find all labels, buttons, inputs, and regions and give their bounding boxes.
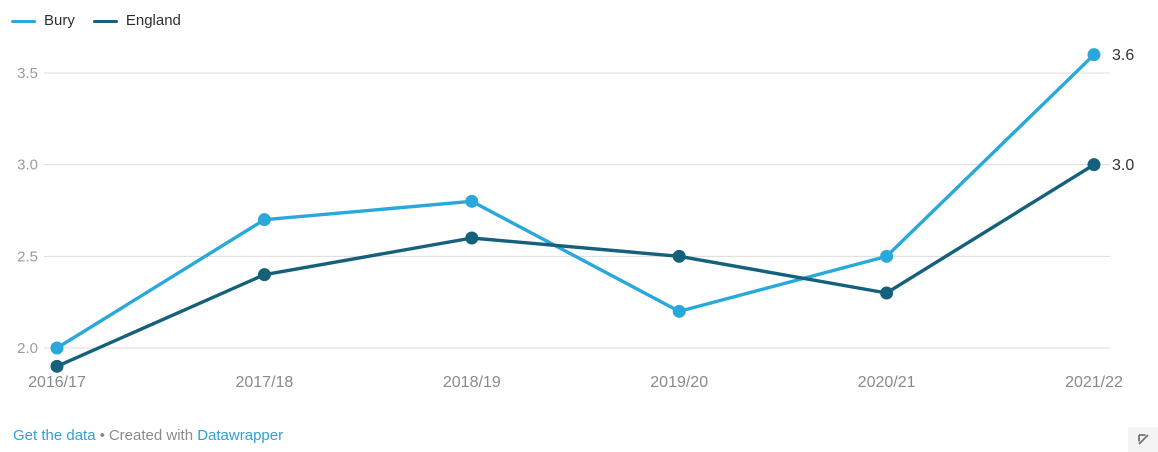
line-chart: 2.0 2.5 3.0 3.5 2016/17 2017/18 2018/19 2019/20… xyxy=(17,47,1134,391)
x-axis-tick-label: 2017/18 xyxy=(235,374,293,391)
legend-item-england: England xyxy=(92,12,181,30)
y-axis-tick-label: 3.0 xyxy=(17,157,38,174)
legend-item-bury: Bury xyxy=(11,12,75,30)
data-point-bury-2020/21[interactable] xyxy=(880,249,894,263)
footer: Get the data • Created with Datawrapper xyxy=(13,427,283,444)
data-point-england-2019/20[interactable] xyxy=(672,249,686,263)
footer-created-with-text: Created with xyxy=(108,427,194,444)
get-the-data-link[interactable]: Get the data xyxy=(13,427,96,444)
legend-label-bury: Bury xyxy=(44,12,75,29)
x-axis-tick-label: 2018/19 xyxy=(443,374,501,391)
england-line-swatch-icon xyxy=(92,19,118,23)
series-line-england xyxy=(55,162,1096,369)
y-axis-tick-label: 2.0 xyxy=(17,340,38,357)
footer-separator: • xyxy=(99,427,105,444)
resize-nw-arrow-icon xyxy=(1138,433,1149,445)
y-axis-tick-label: 2.5 xyxy=(17,248,38,265)
data-point-bury-2019/20[interactable] xyxy=(672,304,686,318)
x-axis-tick-label: 2016/17 xyxy=(28,374,86,391)
data-point-bury-2017/18[interactable] xyxy=(257,213,271,227)
x-axis-tick-label: 2019/20 xyxy=(650,374,708,391)
resize-button[interactable] xyxy=(1128,427,1158,452)
end-value-label-england: 3.0 xyxy=(1112,157,1134,174)
data-point-bury-2016/17[interactable] xyxy=(50,341,64,355)
x-axis-tick-label: 2020/21 xyxy=(858,374,916,391)
end-value-label-bury: 3.6 xyxy=(1112,47,1134,64)
legend: Bury England xyxy=(11,12,181,30)
x-axis-tick-label: 2021/22 xyxy=(1065,374,1123,391)
data-point-england-2017/18[interactable] xyxy=(257,268,271,282)
data-point-england-2018/19[interactable] xyxy=(465,231,479,245)
y-axis-tick-label: 3.5 xyxy=(17,65,38,82)
data-point-bury-2018/19[interactable] xyxy=(465,194,479,208)
data-point-england-2021/22[interactable] xyxy=(1087,158,1101,172)
series-line-bury xyxy=(55,52,1096,350)
data-point-bury-2021/22[interactable] xyxy=(1087,48,1101,62)
legend-label-england: England xyxy=(125,12,181,29)
data-point-england-2016/17[interactable] xyxy=(50,359,64,373)
datawrapper-link[interactable]: Datawrapper xyxy=(197,427,284,444)
bury-line-swatch-icon xyxy=(11,19,36,23)
data-point-england-2020/21[interactable] xyxy=(880,286,894,300)
